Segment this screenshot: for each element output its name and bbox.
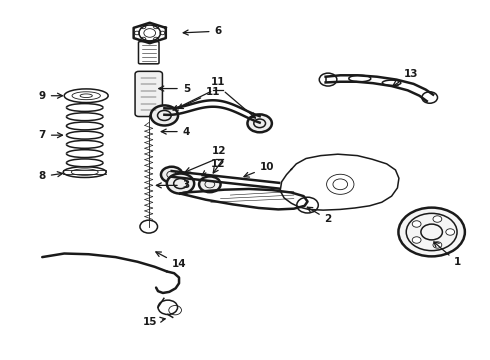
Text: 4: 4	[161, 127, 190, 136]
Text: 9: 9	[39, 91, 63, 101]
Text: 12: 12	[212, 146, 226, 156]
Text: 11: 11	[211, 77, 225, 87]
FancyBboxPatch shape	[135, 71, 162, 117]
Text: 2: 2	[307, 207, 332, 224]
Circle shape	[412, 221, 421, 227]
Text: 14: 14	[156, 252, 186, 269]
Circle shape	[199, 176, 221, 192]
Text: 7: 7	[39, 130, 63, 140]
Text: 6: 6	[183, 26, 222, 36]
Text: 11: 11	[178, 87, 220, 108]
Circle shape	[398, 208, 465, 256]
Circle shape	[446, 229, 455, 235]
Circle shape	[433, 216, 442, 222]
Text: 15: 15	[143, 317, 165, 327]
Circle shape	[161, 167, 182, 183]
Text: 8: 8	[39, 171, 63, 181]
Circle shape	[167, 174, 194, 194]
Circle shape	[247, 114, 272, 132]
Circle shape	[412, 237, 421, 243]
Text: 3: 3	[156, 180, 190, 190]
Circle shape	[433, 242, 442, 248]
Text: 13: 13	[392, 69, 418, 86]
Text: 5: 5	[159, 84, 190, 94]
Text: 12: 12	[202, 159, 225, 176]
Text: 10: 10	[244, 162, 274, 177]
Circle shape	[151, 105, 178, 126]
Text: 1: 1	[434, 242, 461, 267]
